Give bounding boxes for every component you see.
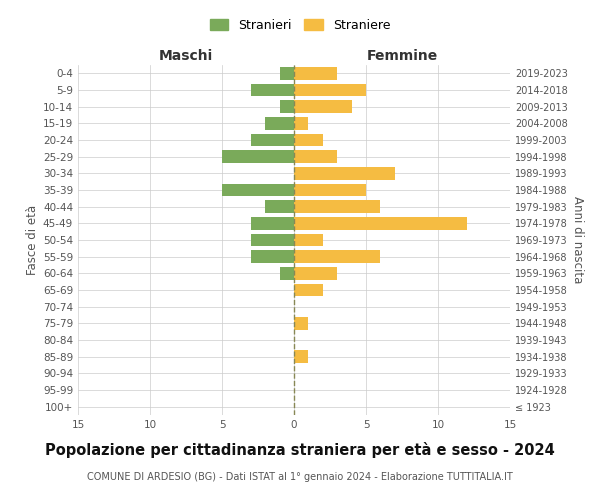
Bar (251, 217, 294, 230)
Bar (294, 84, 366, 96)
Bar (294, 134, 323, 146)
Bar (251, 84, 294, 96)
Bar (265, 117, 294, 130)
Text: COMUNE DI ARDESIO (BG) - Dati ISTAT al 1° gennaio 2024 - Elaborazione TUTTITALIA: COMUNE DI ARDESIO (BG) - Dati ISTAT al 1… (87, 472, 513, 482)
Bar (294, 234, 323, 246)
Bar (251, 250, 294, 263)
Bar (265, 200, 294, 213)
Bar (280, 100, 294, 113)
Legend: Stranieri, Straniere: Stranieri, Straniere (205, 14, 395, 37)
Bar (251, 134, 294, 146)
Bar (222, 184, 294, 196)
Y-axis label: Anni di nascita: Anni di nascita (571, 196, 584, 284)
Bar (294, 267, 337, 280)
Text: Femmine: Femmine (367, 50, 437, 64)
Bar (280, 67, 294, 80)
Text: Popolazione per cittadinanza straniera per età e sesso - 2024: Popolazione per cittadinanza straniera p… (45, 442, 555, 458)
Bar (294, 67, 337, 80)
Text: Maschi: Maschi (159, 50, 213, 64)
Bar (294, 184, 366, 196)
Bar (294, 217, 467, 230)
Bar (251, 234, 294, 246)
Bar (294, 284, 323, 296)
Bar (294, 250, 380, 263)
Y-axis label: Fasce di età: Fasce di età (26, 205, 39, 275)
Bar (294, 117, 308, 130)
Bar (294, 100, 352, 113)
Bar (294, 150, 337, 163)
Bar (294, 317, 308, 330)
Bar (294, 200, 380, 213)
Bar (222, 150, 294, 163)
Bar (294, 350, 308, 363)
Bar (294, 167, 395, 179)
Bar (280, 267, 294, 280)
